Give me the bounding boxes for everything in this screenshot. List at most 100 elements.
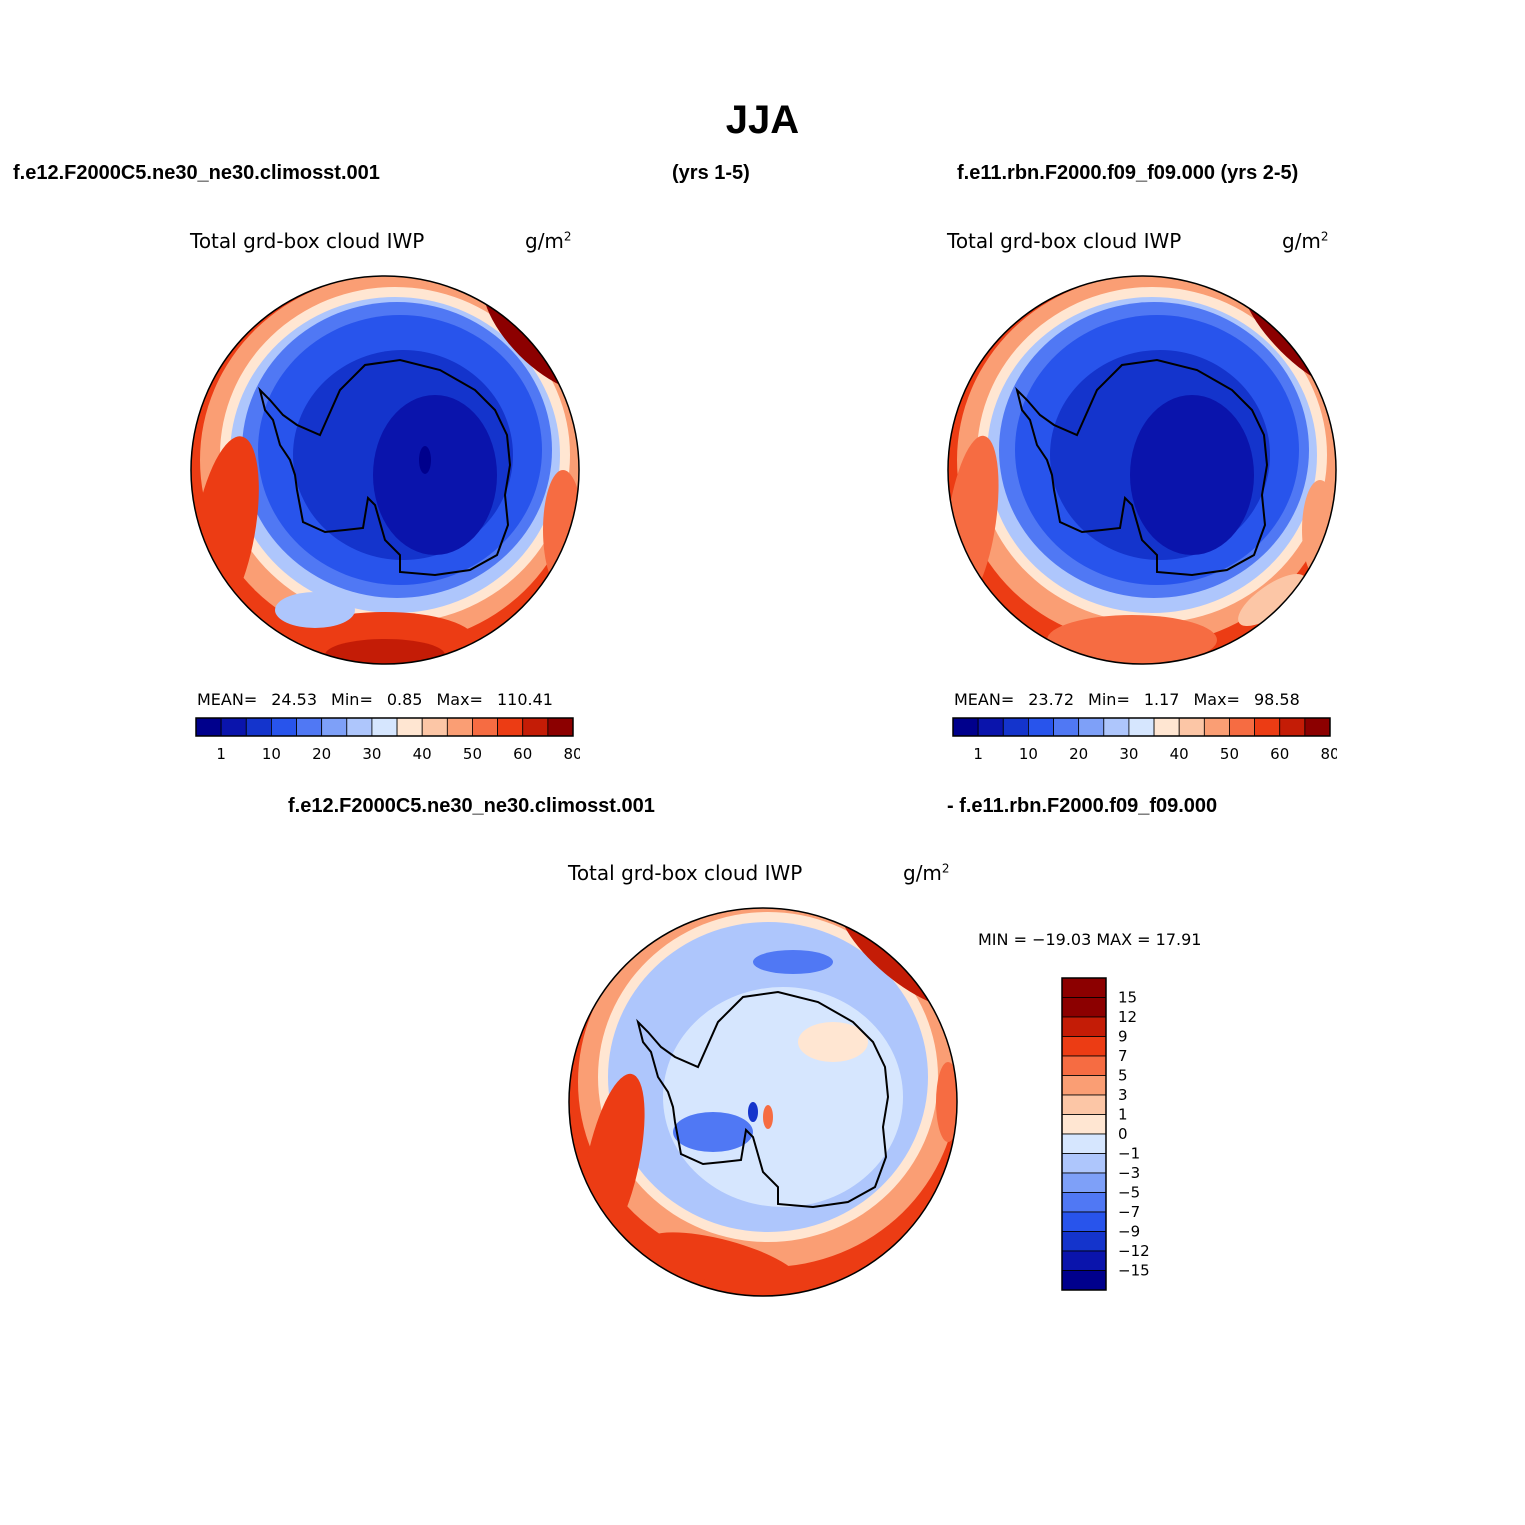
diff-colorbar-swatch-1	[1061, 997, 1107, 1018]
panel-diff-feature-3	[936, 1062, 957, 1142]
diff-colorbar-tick-6: 1	[1118, 1106, 1128, 1124]
panel-a-colorbar-tick-6: 60	[513, 745, 532, 763]
diff-colorbar-swatch-12	[1061, 1211, 1107, 1232]
panel-a-units: g/m2	[525, 229, 572, 253]
panel-a-title: Total grd-box cloud IWP	[190, 229, 425, 253]
diff-colorbar-tick-1: 12	[1118, 1008, 1137, 1026]
diff-colorbar-swatch-8	[1061, 1133, 1107, 1154]
panel-b-feature-2	[1047, 615, 1217, 664]
panel-b-colorbar-swatch-10	[1203, 717, 1230, 737]
panel-a-map	[190, 275, 580, 665]
diff-colorbar-tick-13: −12	[1118, 1242, 1150, 1260]
panel-a-colorbar-swatch-11	[472, 717, 499, 737]
panel-b-colorbar-swatch-14	[1304, 717, 1331, 737]
panel-a-colorbar-swatch-4	[296, 717, 323, 737]
case-a-name: f.e12.F2000C5.ne30_ne30.climosst.001	[13, 162, 380, 184]
panel-a-band-6	[373, 395, 497, 555]
panel-b-colorbar-tick-7: 80	[1320, 745, 1337, 763]
panel-diff-feature-6	[753, 950, 833, 974]
diff-colorbar-swatch-7	[1061, 1114, 1107, 1135]
panel-b-coastline	[1015, 358, 1269, 577]
panel-b-colorbar-tick-3: 30	[1119, 745, 1138, 763]
panel-b-colorbar-swatch-6	[1103, 717, 1130, 737]
diff-colorbar-swatch-3	[1061, 1036, 1107, 1057]
panel-diff-map	[568, 907, 958, 1297]
panel-diff-units: g/m2	[903, 861, 950, 885]
panel-a-colorbar: 1 10 20 30 40 50 60 80	[195, 717, 580, 763]
panel-a-map-border	[190, 275, 580, 665]
panel-a-stats: MEAN= 24.53 Min= 0.85 Max= 110.41	[197, 690, 553, 709]
panel-a-colorbar-swatch-2	[245, 717, 272, 737]
panel-b-colorbar-swatch-4	[1053, 717, 1080, 737]
panel-a-colorbar-swatch-3	[271, 717, 297, 737]
panel-diff-band-3	[663, 987, 903, 1207]
diff-colorbar-tick-14: −15	[1118, 1262, 1150, 1280]
diff-colorbar-swatch-4	[1061, 1055, 1107, 1076]
panel-diff-minmax: MIN = −19.03 MAX = 17.91	[978, 930, 1202, 949]
diff-colorbar-swatch-10	[1061, 1172, 1107, 1193]
panel-b-colorbar: 1 10 20 30 40 50 60 80	[952, 717, 1337, 763]
panel-b-colorbar-swatch-0	[952, 717, 979, 737]
diff-colorbar-tick-4: 5	[1118, 1067, 1128, 1085]
diff-colorbar-swatch-15	[1061, 1270, 1107, 1291]
panel-b-colorbar-swatch-11	[1229, 717, 1256, 737]
panel-b-colorbar-swatch-9	[1178, 717, 1205, 737]
panel-b-colorbar-frame	[952, 717, 1331, 737]
panel-b-colorbar-swatch-7	[1128, 717, 1155, 737]
panel-diff-feature-7	[763, 1105, 773, 1129]
panel-diff-feature-2	[645, 1232, 801, 1292]
panel-b-map-border	[947, 275, 1337, 665]
diff-colorbar-swatch-13	[1061, 1231, 1107, 1252]
panel-b-colorbar-tick-4: 40	[1170, 745, 1189, 763]
diff-case-b-name: - f.e11.rbn.F2000.f09_f09.000	[947, 795, 1218, 817]
panel-a-coastline	[258, 358, 512, 577]
diff-colorbar-swatch-5	[1061, 1075, 1107, 1096]
diff-colorbar-swatch-9	[1061, 1153, 1107, 1174]
panel-a-colorbar-swatch-6	[346, 717, 373, 737]
panel-a-feature-4	[543, 470, 579, 590]
panel-a-colorbar-swatch-14	[547, 717, 574, 737]
panel-b-colorbar-swatch-5	[1078, 717, 1105, 737]
panel-a-colorbar-frame	[195, 717, 574, 737]
diff-colorbar-swatch-6	[1061, 1094, 1107, 1115]
diff-colorbar-swatch-0	[1061, 977, 1107, 998]
panel-a-colorbar-swatch-12	[497, 717, 524, 737]
panel-a-colorbar-swatch-7	[371, 717, 398, 737]
panel-a-colorbar-tick-1: 10	[262, 745, 281, 763]
panel-diff-feature-8	[748, 1102, 758, 1122]
diff-colorbar-tick-8: −1	[1118, 1145, 1140, 1163]
panel-a-colorbar-tick-5: 50	[463, 745, 482, 763]
panel-a-colorbar-tick-2: 20	[312, 745, 331, 763]
panel-a-feature-6	[419, 446, 431, 474]
diff-colorbar-frame	[1061, 977, 1107, 1291]
diff-colorbar-tick-10: −5	[1118, 1184, 1140, 1202]
panel-b-colorbar-swatch-13	[1279, 717, 1306, 737]
diff-colorbar-tick-3: 7	[1118, 1047, 1128, 1065]
panel-b-feature-4	[1238, 573, 1306, 627]
panel-b-colorbar-swatch-1	[977, 717, 1004, 737]
panel-a-colorbar-swatch-10	[446, 717, 473, 737]
diff-colorbar-tick-12: −9	[1118, 1223, 1140, 1241]
panel-b-colorbar-swatch-3	[1028, 717, 1054, 737]
panel-diff-title: Total grd-box cloud IWP	[568, 861, 803, 885]
panel-b-feature-3	[1302, 480, 1336, 580]
panel-b-colorbar-swatch-12	[1254, 717, 1281, 737]
diff-colorbar-tick-7: 0	[1118, 1125, 1128, 1143]
panel-a-colorbar-swatch-5	[321, 717, 348, 737]
panel-b-title: Total grd-box cloud IWP	[947, 229, 1182, 253]
panel-diff-coastline	[636, 990, 890, 1209]
diff-colorbar-swatch-2	[1061, 1016, 1107, 1037]
panel-b-field	[948, 276, 1336, 664]
panel-a-colorbar-tick-0: 1	[216, 745, 226, 763]
panel-b-colorbar-tick-0: 1	[973, 745, 983, 763]
panel-a-field	[191, 276, 579, 664]
panel-b-colorbar-swatch-8	[1153, 717, 1180, 737]
diff-colorbar-tick-11: −7	[1118, 1203, 1140, 1221]
panel-a-colorbar-swatch-9	[421, 717, 448, 737]
panel-b-colorbar-tick-2: 20	[1069, 745, 1088, 763]
panel-b-map	[947, 275, 1337, 665]
panel-b-units: g/m2	[1282, 229, 1329, 253]
figure-title: JJA	[725, 98, 800, 142]
panel-b-colorbar-swatch-2	[1002, 717, 1029, 737]
